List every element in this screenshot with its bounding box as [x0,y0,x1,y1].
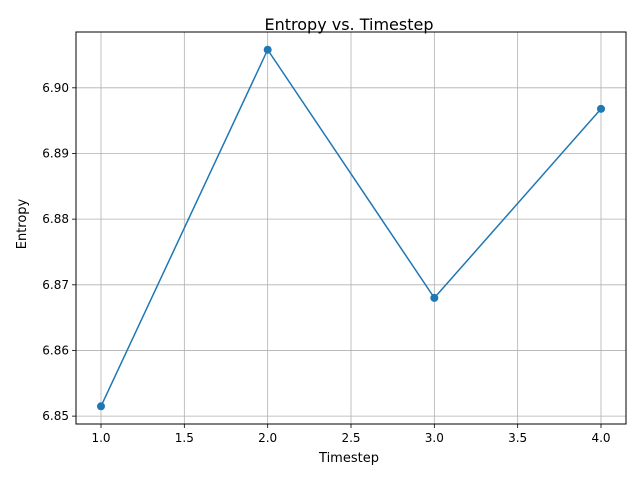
x-tick-label: 3.5 [508,431,527,445]
x-tick-label: 1.0 [91,431,110,445]
y-tick-label: 6.86 [42,343,69,357]
chart-title: Entropy vs. Timestep [265,15,434,34]
x-tick-label: 2.0 [258,431,277,445]
x-tick-label: 3.0 [425,431,444,445]
y-tick-label: 6.87 [42,278,69,292]
x-tick-label: 1.5 [175,431,194,445]
y-tick-label: 6.89 [42,146,69,160]
y-tick-label: 6.88 [42,212,69,226]
grid-lines [76,32,626,424]
x-axis-label: Timestep [318,451,379,466]
data-point [597,105,605,113]
x-tick-label: 4.0 [591,431,610,445]
data-point [430,294,438,302]
data-point [97,402,105,410]
y-axis-label: Entropy [15,198,30,249]
data-point [264,46,272,54]
y-axis-ticks: 6.85 6.86 6.87 6.88 6.89 6.90 [42,81,76,423]
x-tick-label: 2.5 [341,431,360,445]
y-tick-label: 6.90 [42,81,69,95]
y-tick-label: 6.85 [42,409,69,423]
x-axis-ticks: 1.0 1.5 2.0 2.5 3.0 3.5 4.0 [91,424,610,445]
